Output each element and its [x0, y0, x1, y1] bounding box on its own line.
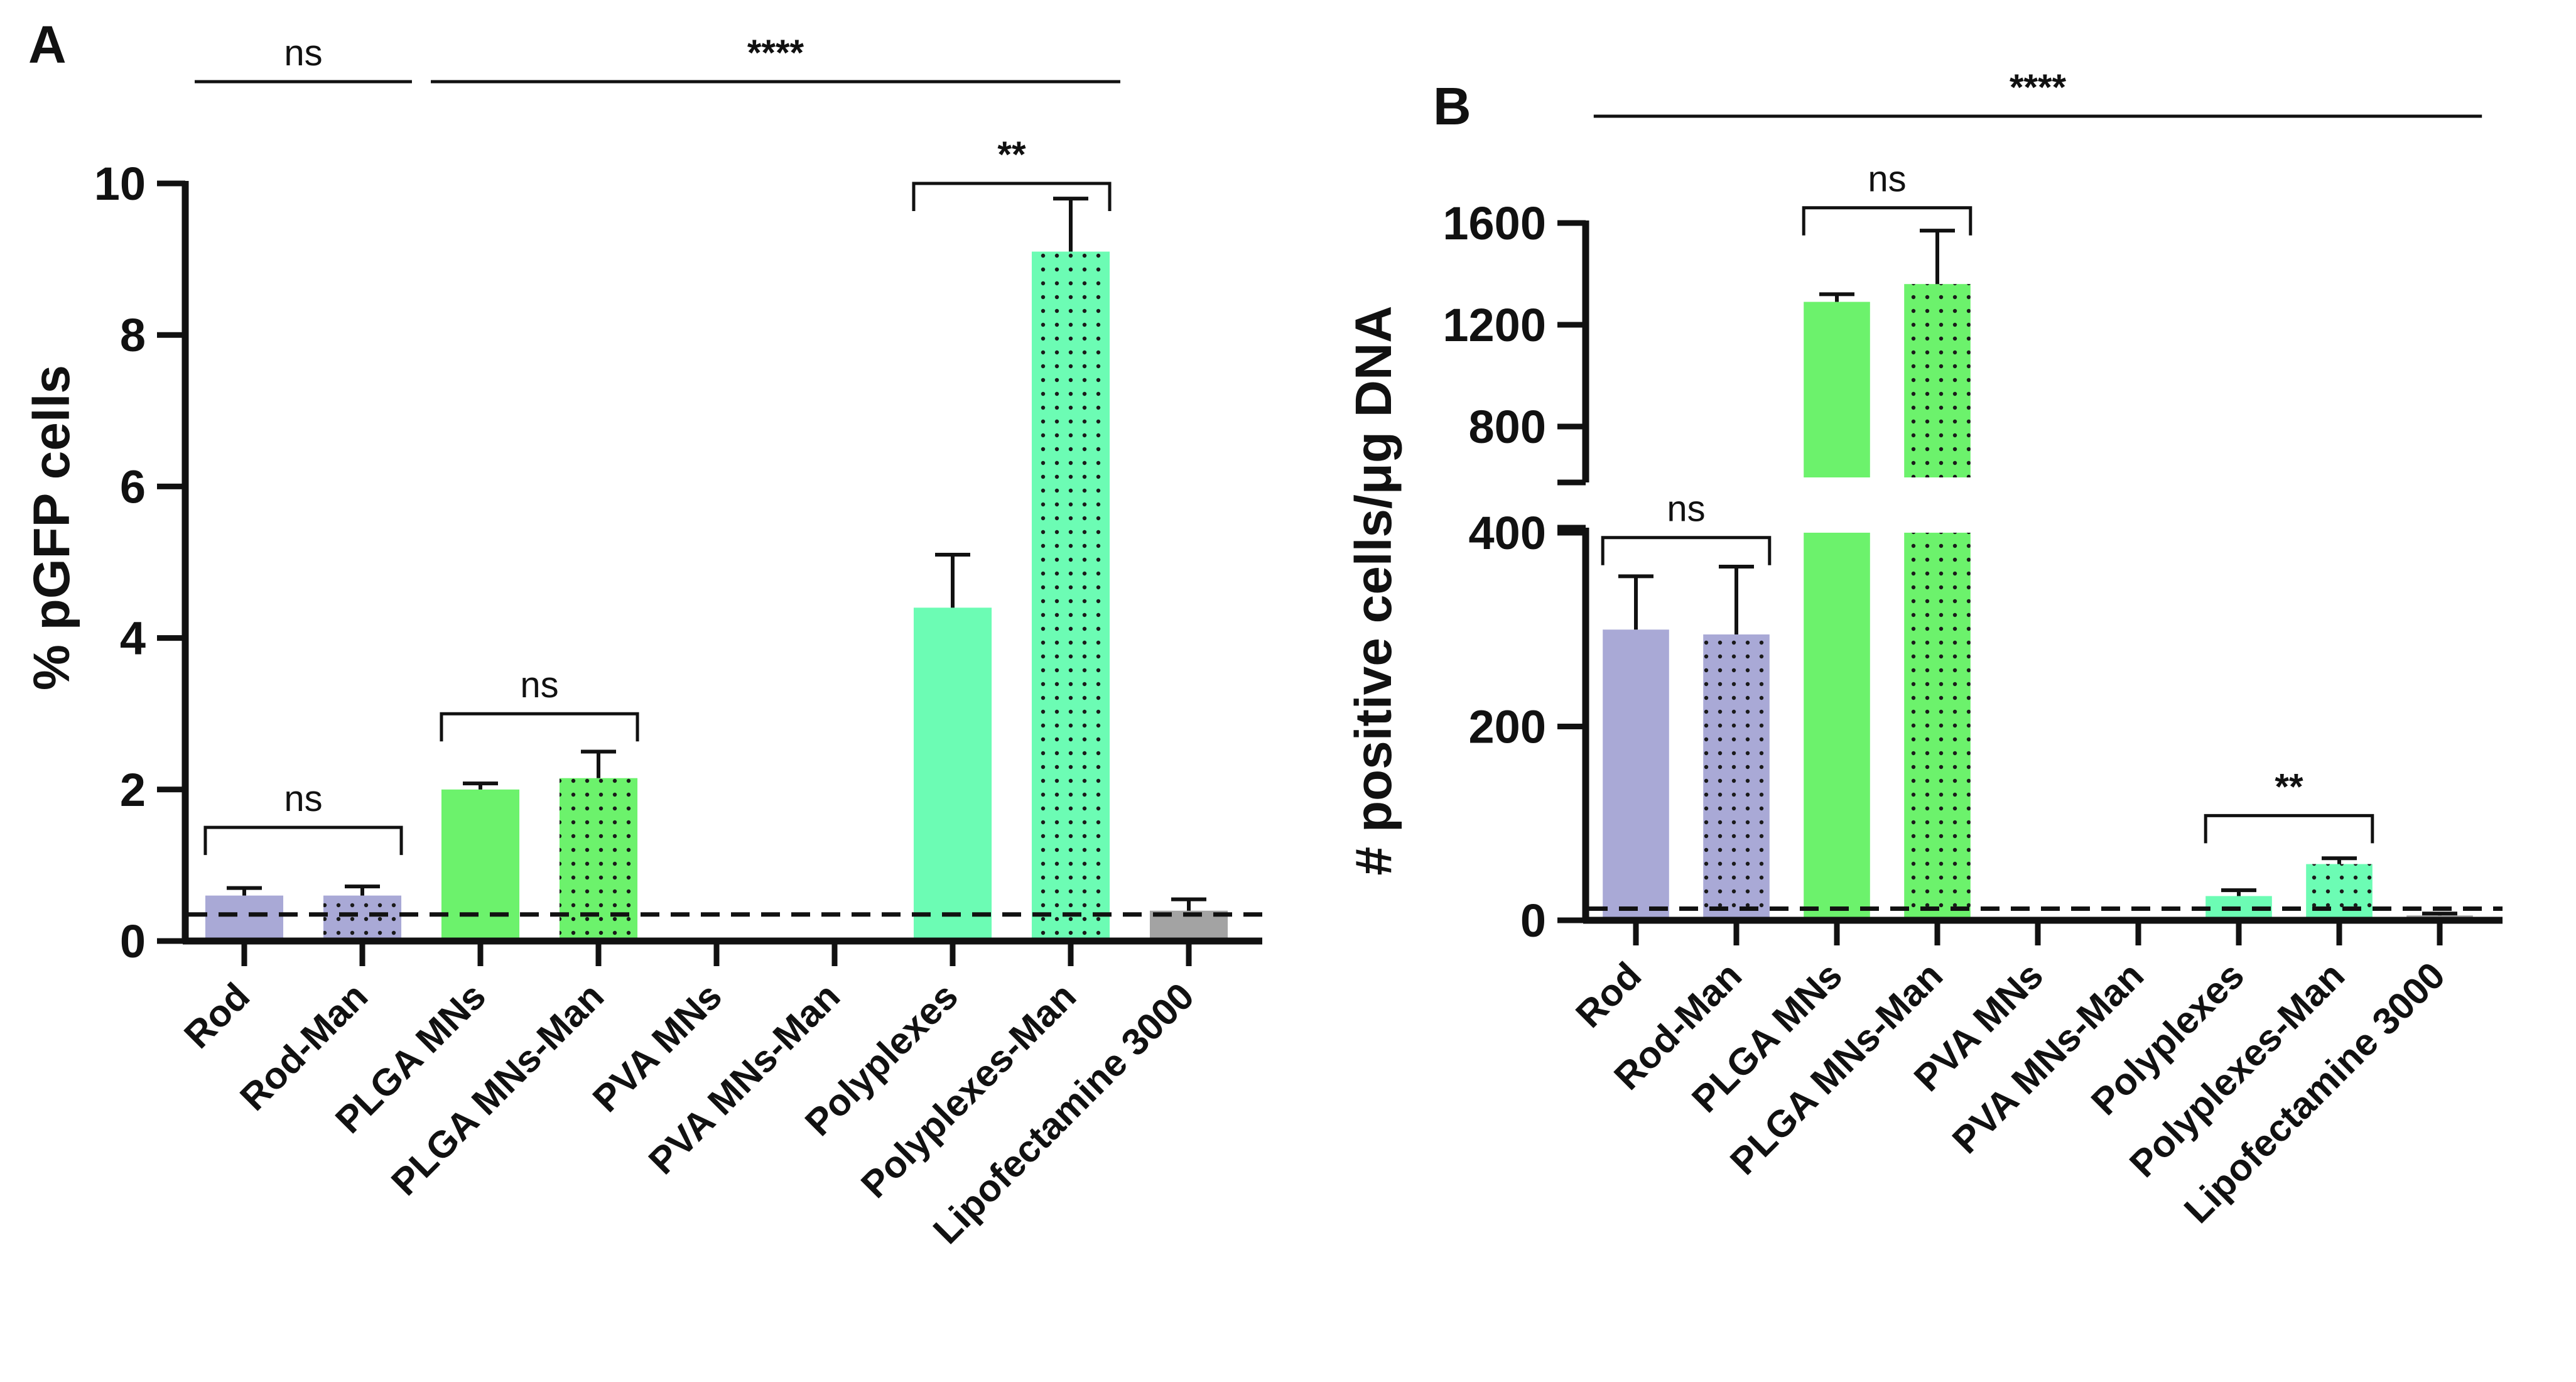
panel-a-sig-bracket-1: [440, 712, 639, 742]
panel-b-sig-bracket-0: [1601, 536, 1772, 565]
panel-a-bar-rod: [205, 895, 284, 941]
panel-a-y-tick-label-10: 10: [94, 158, 146, 210]
panel-b-y-axis-label: # positive cells/μg DNA: [1345, 306, 1402, 876]
panel-b-sig-label-1: **: [2275, 766, 2303, 807]
panel-b-bar-plga-mns-seg1: [1804, 302, 1870, 477]
panel-b-bar-pattern-plga-mns-man-seg1: [1904, 284, 1971, 477]
panel-b-bar-pattern-polyplexes-man: [2306, 864, 2373, 920]
panel-a-x-tick-label-polyplexes-man: Polyplexes-Man: [853, 975, 1084, 1206]
panel-b-sig-label-2: ns: [1868, 159, 1906, 200]
panel-a-sig-label-4: ****: [747, 33, 804, 73]
panel-a-x-tick-label-plga-mns-man: PLGA MNs-Man: [383, 975, 612, 1204]
panel-b-chart: B # positive cells/μg DNA 0 200 400 800 1200…: [1345, 67, 2503, 1231]
panel-a-y-tick-label-4: 4: [120, 612, 146, 665]
panel-b-y-tick-label-1200: 1200: [1442, 299, 1546, 351]
panel-b-sig-bracket-1: [2204, 813, 2374, 844]
panel-a-bar-pattern-rod-man: [323, 895, 402, 941]
panel-b-sig-label-0: ns: [1667, 489, 1705, 530]
panel-a-letter: A: [28, 15, 67, 74]
panel-a-y-tick-label-2: 2: [120, 764, 146, 816]
panel-a-bar-polyplexes: [913, 607, 992, 941]
panel-b-bar-rod: [1603, 629, 1669, 920]
panel-b-bar-plga-mns-seg0: [1804, 533, 1870, 920]
panel-a-y-tick-label-8: 8: [120, 309, 146, 361]
panel-a-sig-bracket-2: [912, 182, 1112, 211]
panel-b-bar-pattern-plga-mns-man-seg0: [1904, 533, 1971, 920]
panel-a-sig-bracket-0: [203, 825, 403, 856]
panel-a-sig-label-2: **: [997, 134, 1026, 175]
panel-a-sig-label-1: ns: [520, 665, 558, 705]
panel-b-sig-bracket-2: [1802, 206, 1973, 236]
panel-a-sig-label-0: ns: [284, 778, 322, 819]
panel-b-bar-pattern-rod-man: [1703, 634, 1770, 920]
panel-b-x-tick-label-rod: Rod: [1567, 954, 1649, 1036]
panel-b-letter: B: [1433, 77, 1471, 136]
panel-a-y-tick-label-6: 6: [120, 460, 146, 513]
panel-b-y-tick-label-800: 800: [1469, 401, 1546, 453]
panel-b-y-tick-label-200: 200: [1469, 701, 1546, 753]
panel-b-y-tick-label-1600: 1600: [1442, 197, 1546, 249]
panel-a-x-tick-label-rod: Rod: [176, 975, 257, 1057]
panel-b-y-tick-label-400: 400: [1469, 507, 1546, 559]
panel-b-y-tick-label-0: 0: [1520, 895, 1546, 947]
panel-a-bar-pattern-polyplexes-man: [1031, 251, 1110, 941]
panel-a-y-tick-label-0: 0: [120, 915, 146, 967]
panel-a-sig-label-3: ns: [284, 33, 322, 73]
panel-a-bar-plga-mns: [441, 789, 520, 941]
panel-a-y-axis-label: % pGFP cells: [23, 365, 80, 690]
panel-b-sig-label-3: ****: [2010, 67, 2067, 108]
